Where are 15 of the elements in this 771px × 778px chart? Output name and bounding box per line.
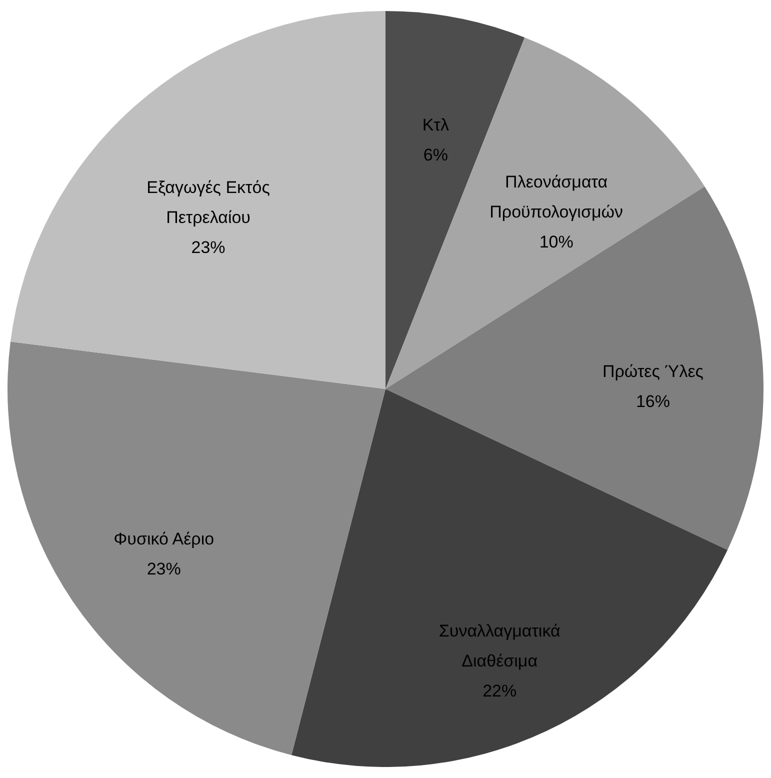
data-label: 10% bbox=[539, 232, 574, 252]
pie-slice bbox=[10, 11, 386, 389]
slice-label: Κτλ bbox=[422, 116, 450, 135]
slice-label: Συναλλαγματικά Διαθέσιμα bbox=[438, 621, 560, 670]
data-label: 16% bbox=[636, 392, 670, 412]
data-label: 23% bbox=[191, 238, 226, 257]
pie-slice bbox=[386, 38, 705, 389]
slice-label: Φυσικό Αέριο bbox=[114, 530, 214, 549]
slice-label: Πρώτες Ύλες bbox=[602, 362, 704, 382]
data-label: 22% bbox=[482, 681, 517, 700]
data-label: 23% bbox=[146, 560, 181, 579]
slice-label: Εξαγωγές Εκτός Πετρελαίου bbox=[146, 178, 270, 227]
pie-slice bbox=[291, 389, 728, 767]
data-label: 6% bbox=[423, 146, 448, 165]
slice-label: Πλεονάσματα Προϋπολογισμών bbox=[490, 172, 624, 222]
